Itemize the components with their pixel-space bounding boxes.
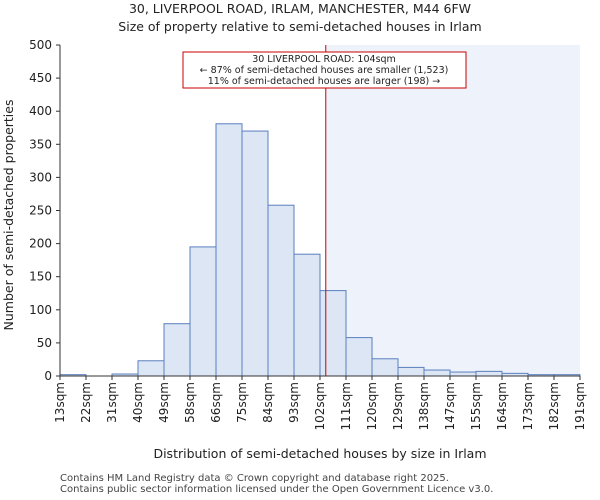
bar-66sqm	[215, 123, 243, 377]
x-tick-label-31sqm: 31sqm	[105, 382, 119, 423]
plot-background	[325, 45, 580, 376]
bars-group	[59, 123, 581, 377]
larger-region	[325, 45, 580, 376]
y-tick-label-500: 500	[29, 38, 52, 52]
annotation-line-1: 30 LIVERPOOL ROAD: 104sqm	[252, 54, 396, 65]
bar-120sqm	[371, 358, 399, 377]
y-tick-label-0: 0	[44, 369, 52, 383]
x-tick-label-111sqm: 111sqm	[339, 382, 353, 430]
y-tick-label-150: 150	[29, 270, 52, 284]
y-ticks-group: 0 50 100 150 200 250 300 350 400 450 500	[29, 38, 60, 383]
annotation-line-2: ← 87% of semi-detached houses are smalle…	[200, 65, 449, 76]
chart-subtitle: Size of property relative to semi-detach…	[118, 19, 481, 34]
x-axis-label: Distribution of semi-detached houses by …	[153, 446, 486, 461]
bar-138sqm	[423, 369, 451, 377]
annotation-frame	[182, 51, 467, 89]
bar-93sqm	[293, 253, 321, 377]
chart-title: 30, LIVERPOOL ROAD, IRLAM, MANCHESTER, M…	[129, 1, 471, 16]
x-tick-label-49sqm: 49sqm	[157, 382, 171, 423]
y-tick-label-450: 450	[29, 71, 52, 85]
y-tick-label-250: 250	[29, 204, 52, 218]
y-tick-label-50: 50	[37, 336, 52, 350]
bar-111sqm	[345, 337, 373, 377]
y-axis-label: Number of semi-detached properties	[1, 100, 16, 331]
x-tick-label-93sqm: 93sqm	[287, 382, 301, 423]
x-tick-label-40sqm: 40sqm	[131, 382, 145, 423]
bar-75sqm	[241, 130, 269, 377]
x-ticks-group: 13sqm 22sqm 31sqm 40sqm 49sqm 58sqm 66sqm 75sqm…	[53, 376, 587, 430]
y-tick-label-300: 300	[29, 170, 52, 184]
footer: Contains HM Land Registry data © Crown c…	[60, 473, 493, 495]
bar-129sqm	[397, 366, 425, 377]
x-tick-label-102sqm: 102sqm	[313, 382, 327, 430]
x-tick-label-129sqm: 129sqm	[391, 382, 405, 430]
bar-40sqm	[137, 360, 165, 377]
x-tick-label-182sqm: 182sqm	[547, 382, 561, 430]
x-tick-label-84sqm: 84sqm	[261, 382, 275, 423]
y-tick-label-100: 100	[29, 303, 52, 317]
annotation-box: 30 LIVERPOOL ROAD: 104sqm ← 87% of semi-…	[182, 51, 467, 89]
footer-line-1: Contains HM Land Registry data © Crown c…	[60, 473, 449, 484]
x-tick-label-164sqm: 164sqm	[495, 382, 509, 430]
footer-line-2: Contains public sector information licen…	[60, 484, 494, 495]
x-tick-label-173sqm: 173sqm	[521, 382, 535, 430]
bar-84sqm	[267, 204, 295, 377]
y-tick-label-200: 200	[29, 237, 52, 251]
y-tick-label-400: 400	[29, 104, 52, 118]
x-tick-label-75sqm: 75sqm	[235, 382, 249, 423]
x-tick-label-155sqm: 155sqm	[469, 382, 483, 430]
bar-155sqm	[475, 370, 503, 377]
bar-147sqm	[449, 371, 477, 377]
x-tick-label-120sqm: 120sqm	[365, 382, 379, 430]
x-tick-label-138sqm: 138sqm	[417, 382, 431, 430]
x-tick-label-191sqm: 191sqm	[573, 382, 587, 430]
x-tick-label-13sqm: 13sqm	[53, 382, 67, 423]
x-tick-label-58sqm: 58sqm	[183, 382, 197, 423]
annotation-line-3: 11% of semi-detached houses are larger (…	[208, 76, 441, 87]
y-tick-label-350: 350	[29, 137, 52, 151]
x-tick-label-147sqm: 147sqm	[443, 382, 457, 430]
x-tick-label-22sqm: 22sqm	[79, 382, 93, 423]
bar-102sqm	[319, 290, 347, 377]
bar-49sqm	[163, 323, 191, 377]
x-tick-label-66sqm: 66sqm	[209, 382, 223, 423]
bar-58sqm	[189, 246, 217, 377]
